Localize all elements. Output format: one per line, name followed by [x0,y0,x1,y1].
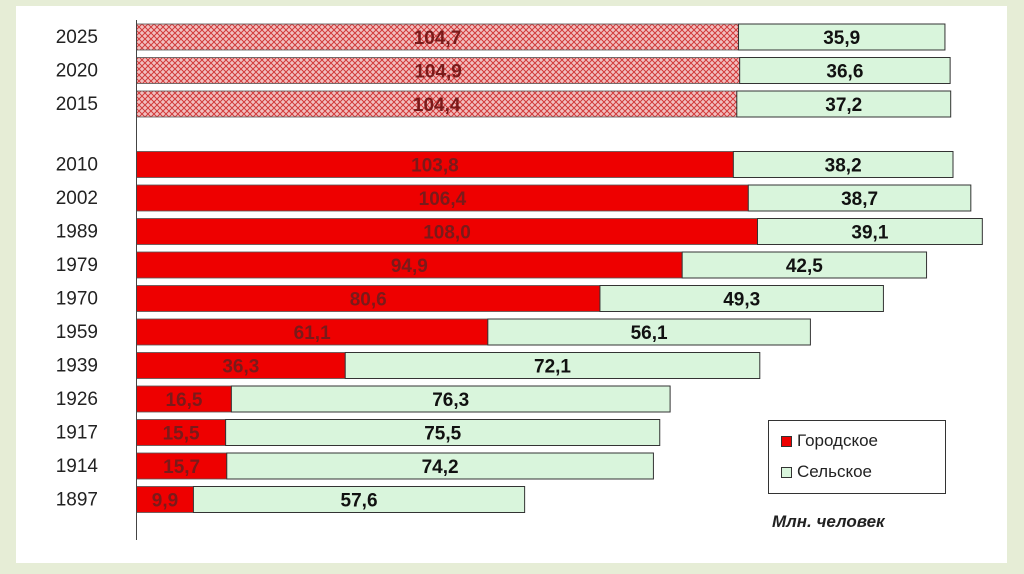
legend-label-urban: Городское [797,431,879,450]
label-rural-1939: 72,1 [534,357,571,378]
label-urban-1897: 9,9 [152,491,178,512]
label-rural-1914: 74,2 [422,457,459,478]
year-label-2002: 2002 [56,188,98,209]
year-label-1897: 1897 [56,490,98,511]
year-label-1926: 1926 [56,389,98,410]
bar-rural-1959 [487,318,811,346]
legend-swatch-urban [781,435,792,447]
label-rural-2015: 37,2 [825,95,862,116]
year-label-1939: 1939 [56,356,98,377]
bar-rural-1939 [344,352,761,379]
label-urban-1959: 61,1 [294,323,331,344]
legend-item-urban: Городское [781,430,945,452]
label-urban-1926: 16,5 [165,390,202,411]
bar-rural-1917 [225,419,661,446]
label-rural-1970: 49,3 [723,290,760,311]
bar-urban-2015 [136,90,738,118]
label-urban-1939: 36,3 [222,357,259,378]
bar-urban-2010 [136,151,734,178]
year-label-1917: 1917 [56,423,98,444]
bar-urban-1897 [136,486,194,513]
bar-urban-1926 [136,385,232,413]
bar-rural-2020 [739,57,951,84]
label-rural-1959: 56,1 [631,323,668,344]
unit-label: Млн. человек [772,512,885,531]
bar-rural-1979 [681,251,928,279]
label-urban-2010: 103,8 [411,156,459,177]
label-urban-1979: 94,9 [391,256,428,277]
label-urban-2025: 104,7 [414,28,462,49]
bar-urban-1959 [136,318,489,346]
bar-urban-1979 [136,251,683,279]
population-chart: 2025 104,7 35,9 2020 104,9 36,6 2015 104,4 37,2 2… [56,20,983,540]
legend: Городское Сельское [768,420,946,494]
label-urban-2002: 106,4 [419,189,467,210]
label-rural-2025: 35,9 [823,28,860,49]
label-urban-1989: 108,0 [423,223,471,244]
year-label-1989: 1989 [56,222,98,243]
legend-item-rural: Сельское [781,461,945,483]
bar-urban-1917 [136,419,227,446]
legend-label-rural: Сельское [797,462,872,481]
year-label-1979: 1979 [56,255,98,276]
bar-rural-2002 [747,184,972,212]
label-urban-1970: 80,6 [350,290,387,311]
bar-urban-1939 [136,352,346,379]
year-label-2020: 2020 [56,61,98,82]
bar-rural-2015 [736,90,952,118]
year-label-2025: 2025 [56,27,98,48]
label-urban-1914: 15,7 [163,457,200,478]
legend-swatch-rural [781,466,792,478]
label-urban-2015: 104,4 [413,95,461,116]
bar-rural-2010 [732,151,954,178]
chart-frame: 2025 104,7 35,9 2020 104,9 36,6 2015 104,4 37,2 2… [16,6,1007,563]
bar-rural-2025 [738,23,946,51]
label-rural-2002: 38,7 [841,189,878,210]
bar-rural-1926 [230,385,671,413]
year-label-2010: 2010 [56,155,98,176]
bar-urban-2002 [136,184,749,212]
bar-rural-1970 [599,285,884,312]
year-label-1959: 1959 [56,322,98,343]
bar-urban-2020 [136,57,741,84]
bar-rural-1989 [757,218,983,245]
bar-rural-1914 [226,452,654,480]
bar-rural-1897 [192,486,526,513]
label-rural-1989: 39,1 [851,223,888,244]
year-label-2015: 2015 [56,94,98,115]
label-urban-1917: 15,5 [163,424,200,445]
bar-urban-1989 [136,218,758,245]
label-rural-2010: 38,2 [825,156,862,177]
label-rural-1926: 76,3 [432,390,469,411]
label-rural-2020: 36,6 [826,62,863,83]
label-rural-1897: 57,6 [341,491,378,512]
label-urban-2020: 104,9 [414,62,462,83]
year-label-1970: 1970 [56,289,98,310]
label-rural-1917: 75,5 [424,424,461,445]
label-rural-1979: 42,5 [786,256,823,277]
year-label-1914: 1914 [56,456,99,477]
